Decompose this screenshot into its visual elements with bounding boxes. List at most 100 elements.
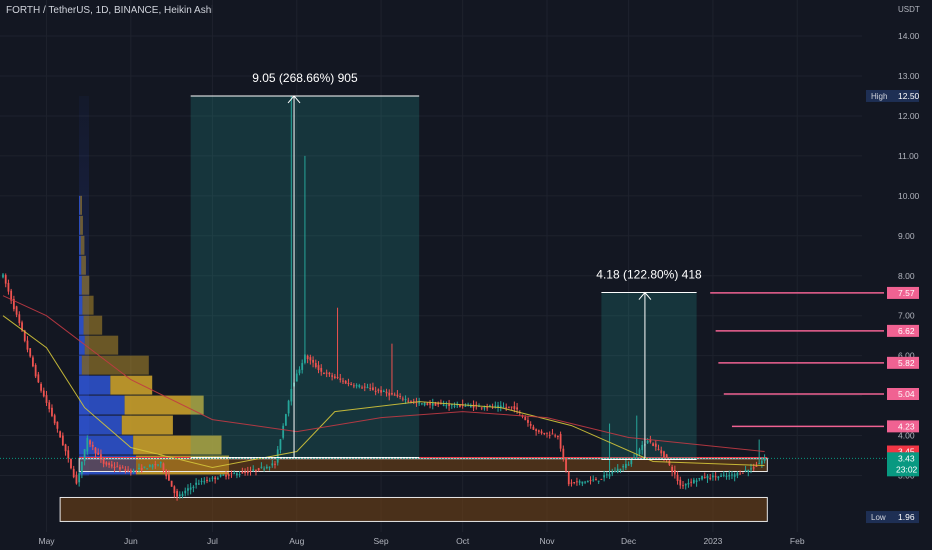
candle-body <box>121 467 124 469</box>
candle-body <box>263 468 266 470</box>
candle-body <box>646 440 649 443</box>
price-tick-label: 11.00 <box>898 151 919 161</box>
candle-body <box>608 474 611 477</box>
candle-body <box>377 389 380 391</box>
candle-body <box>244 472 246 474</box>
candle-body <box>393 394 396 396</box>
candle-body <box>535 429 538 432</box>
candle-body <box>404 399 407 401</box>
vp-up-bar <box>79 235 81 255</box>
candle-body <box>86 438 89 452</box>
candle-body <box>578 481 581 483</box>
candle-body <box>505 407 508 409</box>
moving-average-line <box>2 315 765 469</box>
time-tick-label: Dec <box>621 536 637 546</box>
time-tick-label: Sep <box>374 536 389 546</box>
candle-body <box>165 470 168 477</box>
candle-body <box>450 404 453 406</box>
candle-body <box>355 385 358 387</box>
candle-body <box>595 478 597 481</box>
candle-body <box>274 463 276 465</box>
candle-body <box>211 477 214 479</box>
price-label-box <box>887 324 919 337</box>
candle-body <box>679 479 682 486</box>
price-tick-label: 9.00 <box>898 231 915 241</box>
measurement-arrow-head <box>287 95 301 104</box>
candle-body <box>265 466 268 469</box>
candle-body <box>706 476 709 479</box>
candle-body <box>592 479 595 481</box>
vp-up-bar <box>79 395 125 415</box>
vp-up-bar <box>79 215 81 235</box>
candle-body <box>314 363 317 367</box>
candle-body <box>508 406 510 408</box>
candle-body <box>497 405 499 408</box>
candle-body <box>260 466 263 468</box>
price-label-value: 3.45 <box>898 447 915 457</box>
candle-body <box>64 444 67 452</box>
vp-down-bar <box>81 275 90 295</box>
candle-body <box>10 290 13 301</box>
moving-average-line <box>2 295 765 452</box>
candle-body <box>29 348 32 357</box>
candle-body <box>197 483 200 485</box>
candle-body <box>614 471 616 473</box>
candle-body <box>665 454 668 461</box>
candle-body <box>116 466 119 468</box>
candle-body <box>733 474 736 477</box>
vp-down-bar <box>80 235 85 255</box>
candle-body <box>442 404 445 406</box>
candle-body <box>562 448 565 459</box>
candle-body <box>127 469 130 471</box>
price-label-value: 6.62 <box>898 326 915 336</box>
measurement-label: 4.18 (122.80%) 418 <box>596 268 702 282</box>
measurement-arrow-head <box>638 291 652 300</box>
candle-body <box>420 403 423 405</box>
candle-body <box>105 462 108 465</box>
candle-body <box>464 405 467 407</box>
candle-body <box>570 482 573 484</box>
candle-body <box>739 473 742 475</box>
candle-body <box>720 475 722 477</box>
candle-body <box>124 469 127 471</box>
candle-body <box>119 467 121 470</box>
candle-body <box>138 467 140 470</box>
time-tick-label: 2023 <box>703 536 722 546</box>
candle-body <box>173 486 176 494</box>
candle-body <box>537 430 540 432</box>
candle-body <box>616 468 619 473</box>
candle-body <box>385 391 388 394</box>
candle-body <box>233 473 236 475</box>
candle-body <box>282 425 285 438</box>
candle-body <box>627 464 630 466</box>
candle-body <box>21 322 23 331</box>
candle-body <box>752 467 755 469</box>
candle-body <box>472 404 475 408</box>
candle-body <box>374 390 377 392</box>
candle-body <box>543 432 546 435</box>
candle-body <box>230 473 233 475</box>
candle-body <box>350 383 353 385</box>
price-tick-label: 14.00 <box>898 31 920 41</box>
candle-body <box>15 306 18 315</box>
measurement-markers: 9.05 (268.66%) 905 4.18 (122.80%) 418 <box>190 71 702 461</box>
candle-body <box>246 471 249 474</box>
candle-body <box>298 369 301 374</box>
candle-body <box>445 405 448 407</box>
candle-body <box>157 464 159 466</box>
price-tick-label: 7.00 <box>898 311 915 321</box>
candle-body <box>399 395 402 397</box>
candle-body <box>502 406 505 408</box>
candle-body <box>176 490 178 497</box>
candle-body <box>516 407 518 410</box>
candle-body <box>559 434 562 449</box>
candle-body <box>630 459 633 465</box>
candle-body <box>380 390 382 393</box>
vp-down-bar <box>84 335 119 355</box>
price-tick-label: 6.00 <box>898 351 915 361</box>
candle-body <box>143 466 146 468</box>
candle-body <box>415 402 418 404</box>
candle-body <box>317 365 320 371</box>
candle-body <box>216 478 219 480</box>
